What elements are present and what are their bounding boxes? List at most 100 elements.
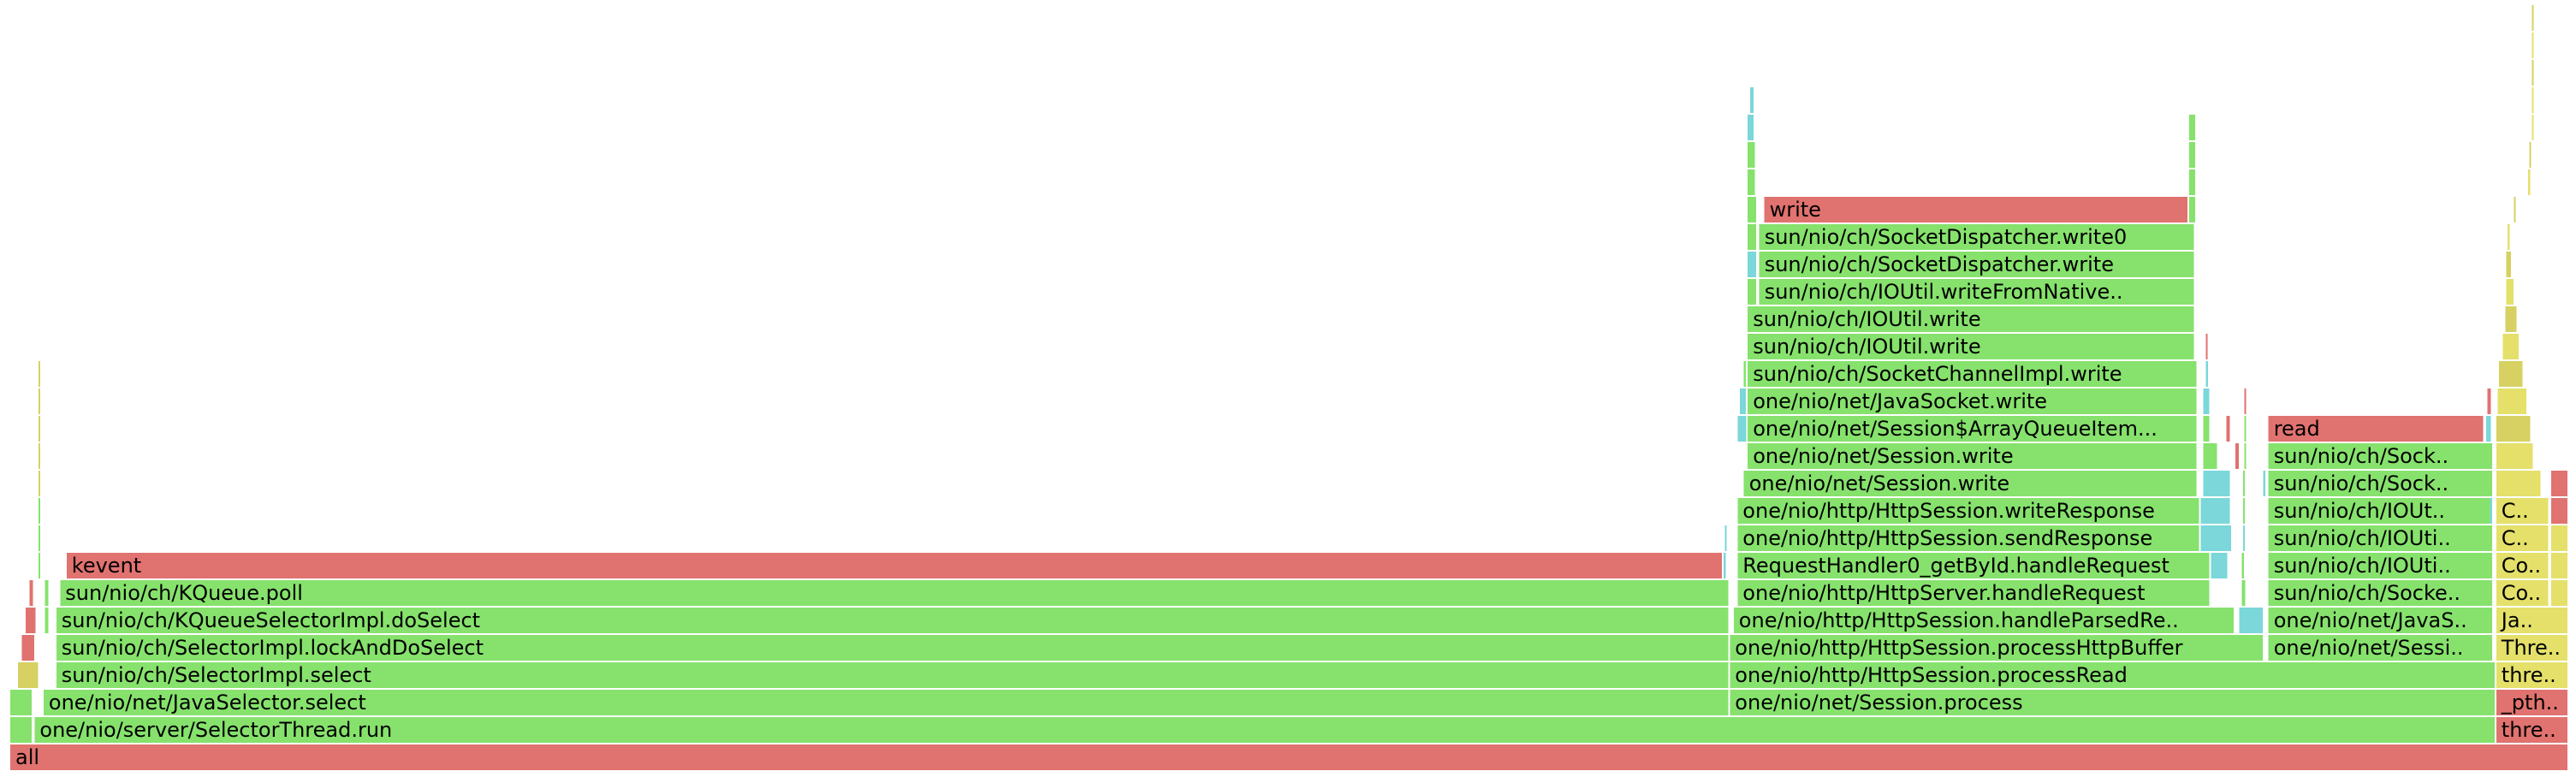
frame-bar[interactable] [1743, 361, 1747, 387]
frame-bar[interactable] [2268, 416, 2484, 442]
frame-unlabeled[interactable] [2239, 608, 2264, 633]
frame-sun-nio-ch-selectorimpl-lockanddoselect[interactable]: sun/nio/ch/SelectorImpl.lockAndDoSelect [56, 635, 1729, 661]
frame-bar[interactable] [38, 416, 40, 442]
frame-unlabeled[interactable] [2502, 334, 2520, 359]
frame-unlabeled[interactable] [2496, 443, 2533, 469]
frame-bar[interactable] [1748, 115, 1754, 140]
frame-bar[interactable] [43, 690, 1729, 715]
frame-unlabeled[interactable] [25, 608, 36, 633]
frame-unlabeled[interactable] [1748, 252, 1757, 277]
frame-bar[interactable] [38, 388, 40, 414]
frame-bar[interactable] [2531, 33, 2534, 58]
frame-unlabeled[interactable] [2529, 142, 2531, 168]
frame-sun-nio-ch-socke[interactable]: sun/nio/ch/Socke.. [2268, 580, 2492, 606]
frame-bar[interactable] [2203, 471, 2230, 496]
frame-unlabeled[interactable] [2485, 416, 2491, 442]
frame-kevent[interactable]: kevent [66, 553, 1722, 578]
frame-bar[interactable] [1748, 361, 2197, 387]
frame-bar[interactable] [2268, 635, 2492, 661]
frame-bar[interactable] [38, 471, 40, 496]
frame-unlabeled[interactable] [2200, 525, 2231, 551]
frame-bar[interactable] [56, 635, 1729, 661]
frame-bar[interactable] [2497, 388, 2527, 414]
frame-unlabeled[interactable] [1737, 416, 1747, 442]
frame-unlabeled[interactable] [2244, 416, 2247, 442]
frame-bar[interactable] [2496, 717, 2567, 743]
frame-unlabeled[interactable] [2487, 388, 2491, 414]
frame-unlabeled[interactable] [38, 416, 40, 442]
frame-bar[interactable] [2189, 115, 2195, 140]
frame-bar[interactable] [2268, 553, 2492, 578]
frame-bar[interactable] [38, 443, 40, 469]
frame-bar[interactable] [1748, 334, 2194, 359]
frame-unlabeled[interactable] [2496, 471, 2541, 496]
frame-bar[interactable] [2531, 87, 2534, 113]
frame-bar[interactable] [2189, 169, 2195, 195]
frame-bar[interactable] [2529, 142, 2531, 168]
frame-unlabeled[interactable] [2203, 416, 2210, 442]
frame-bar[interactable] [2263, 471, 2266, 496]
frame-unlabeled[interactable] [1748, 169, 1755, 195]
frame-unlabeled[interactable] [2263, 471, 2266, 496]
frame-unlabeled[interactable] [38, 471, 40, 496]
frame-sun-nio-ch-ioutil-write[interactable]: sun/nio/ch/IOUtil.write [1748, 306, 2194, 332]
frame-requesthandler0-getbyid-handlerequest[interactable]: RequestHandler0_getById.handleRequest [1737, 553, 2210, 578]
frame-one-nio-net-javasocket-write[interactable]: one/nio/net/JavaSocket.write [1748, 388, 2197, 414]
frame-bar[interactable] [2268, 580, 2492, 606]
frame-bar[interactable] [2496, 690, 2567, 715]
frame-c[interactable]: C.. [2496, 498, 2549, 524]
frame-bar[interactable] [2528, 169, 2531, 195]
frame-bar[interactable] [2268, 608, 2492, 633]
frame-unlabeled[interactable] [10, 717, 32, 743]
frame-unlabeled[interactable] [2189, 142, 2195, 168]
frame-sun-nio-ch-kqueue-poll[interactable]: sun/nio/ch/KQueue.poll [60, 580, 1724, 606]
frame-bar[interactable] [2551, 580, 2567, 606]
frame-bar[interactable] [2244, 388, 2247, 414]
frame-sun-nio-ch-iouti[interactable]: sun/nio/ch/IOUti.. [2268, 553, 2492, 578]
frame-bar[interactable] [1748, 334, 1750, 359]
frame-bar[interactable] [2531, 5, 2534, 31]
frame-bar[interactable] [2496, 662, 2567, 688]
frame-bar[interactable] [1737, 553, 2210, 578]
frame-bar[interactable] [2496, 553, 2549, 578]
frame-bar[interactable] [60, 580, 1724, 606]
frame-unlabeled[interactable] [2235, 443, 2239, 469]
frame-bar[interactable] [25, 608, 36, 633]
frame-unlabeled[interactable] [45, 580, 49, 606]
frame-unlabeled[interactable] [2551, 471, 2567, 496]
frame-bar[interactable] [1748, 388, 2197, 414]
frame-one-nio-net-session-write[interactable]: one/nio/net/Session.write [1748, 443, 2197, 469]
frame-bar[interactable] [2241, 580, 2246, 606]
frame-bar[interactable] [2268, 471, 2492, 496]
frame-unlabeled[interactable] [2244, 443, 2247, 469]
frame-unlabeled[interactable] [2506, 279, 2514, 305]
frame-bar[interactable] [10, 717, 32, 743]
frame-ja[interactable]: Ja.. [2496, 608, 2567, 633]
frame-unlabeled[interactable] [2551, 580, 2567, 606]
frame-bar[interactable] [2496, 471, 2541, 496]
frame-bar[interactable] [2200, 525, 2231, 551]
frame-bar[interactable] [2200, 498, 2230, 524]
frame-bar[interactable] [2487, 388, 2491, 414]
frame-bar[interactable] [2268, 525, 2492, 551]
frame-bar[interactable] [2268, 443, 2492, 469]
frame-thre[interactable]: thre.. [2496, 662, 2567, 688]
frame-co[interactable]: Co.. [2496, 553, 2549, 578]
frame-unlabeled[interactable] [2189, 115, 2195, 140]
frame-bar[interactable] [2235, 443, 2239, 469]
frame-sun-nio-ch-sock[interactable]: sun/nio/ch/Sock.. [2268, 471, 2492, 496]
frame-bar[interactable] [2496, 416, 2531, 442]
frame-unlabeled[interactable] [2531, 60, 2534, 86]
frame-one-nio-net-session-arrayqueueitem[interactable]: one/nio/net/Session$ArrayQueueItem... [1748, 416, 2197, 442]
frame-bar[interactable] [2485, 416, 2491, 442]
frame-bar[interactable] [2244, 443, 2247, 469]
frame-bar[interactable] [2502, 334, 2520, 359]
frame-bar[interactable] [1750, 87, 1754, 113]
frame-one-nio-http-httpsession-handleparsedre[interactable]: one/nio/http/HttpSession.handleParsedRe.… [1733, 608, 2234, 633]
frame-co[interactable]: Co.. [2496, 580, 2549, 606]
frame-unlabeled[interactable] [18, 662, 39, 688]
frame-bar[interactable] [2226, 416, 2230, 442]
frame-unlabeled[interactable] [2551, 498, 2567, 524]
frame-unlabeled[interactable] [1748, 197, 1757, 222]
frame-unlabeled[interactable] [2531, 115, 2534, 140]
